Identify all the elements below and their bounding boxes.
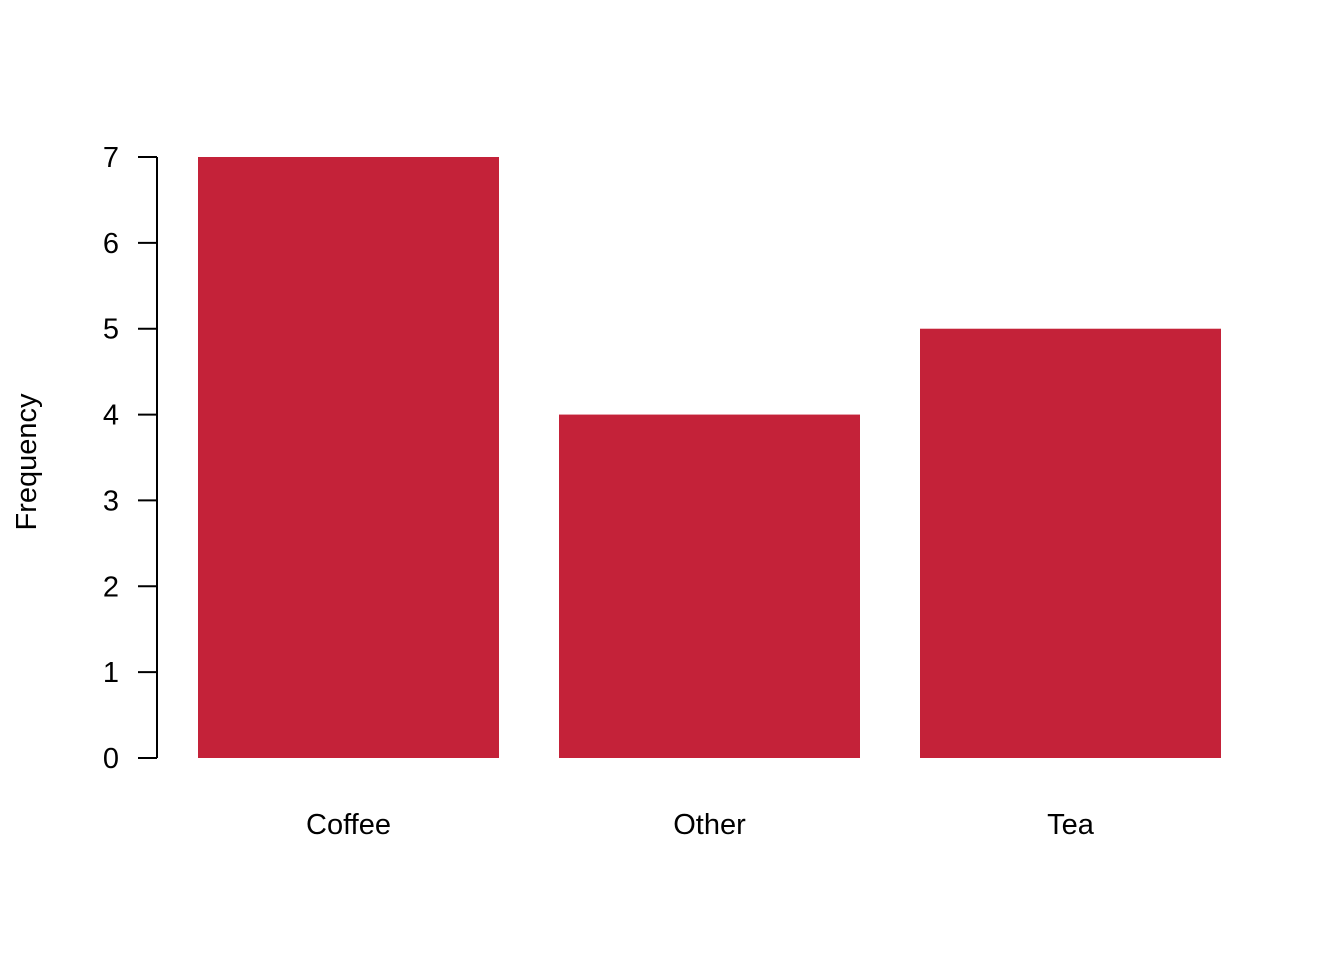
x-category-label: Coffee: [306, 809, 391, 841]
y-tick-label: 6: [103, 228, 119, 260]
y-tick-label: 7: [103, 142, 119, 174]
x-axis-labels: Coffee Other Tea: [306, 809, 1095, 841]
x-category-label: Tea: [1047, 809, 1095, 841]
y-tick-label: 1: [103, 657, 119, 689]
y-tick-label: 4: [103, 400, 119, 432]
bar-coffee: [198, 157, 499, 758]
bar-other: [559, 414, 860, 758]
bar-tea: [920, 328, 1221, 758]
y-tick-label: 3: [103, 485, 119, 517]
x-category-label: Other: [673, 809, 746, 841]
y-tick-label: 0: [103, 743, 119, 775]
y-tick-label: 2: [103, 571, 119, 603]
bars: [198, 157, 1221, 758]
y-axis-title: Frequency: [11, 393, 43, 531]
y-tick-label: 5: [103, 314, 119, 346]
y-axis: 0 1 2 3 4 5 6 7: [103, 142, 158, 775]
